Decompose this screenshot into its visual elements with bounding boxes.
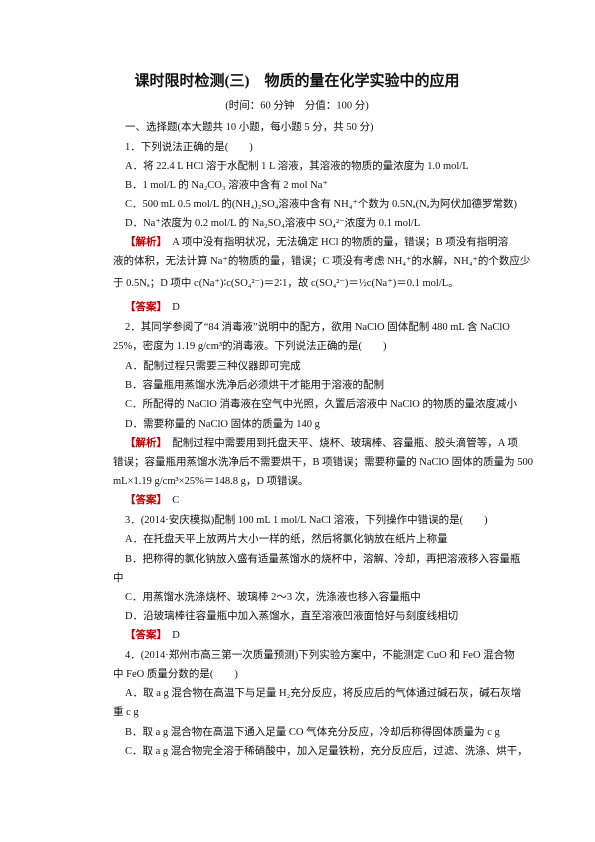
text-line: B．取 a g 混合物在高温下通入足量 CO 气体充分反应，冷却后称得固体质量为… <box>125 725 501 738</box>
line-text: 4．(2014·郑州市高三第一次质量预测)下列实验方案中，不能测定 CuO 和 … <box>125 648 515 661</box>
text-line: 【解析】 A 项中没有指明状况，无法确定 HCl 的物质的量，错误；B 项没有指… <box>125 235 509 248</box>
line-text: C <box>162 495 180 506</box>
text-line: mL×1.19 g/cm³×25%＝148.8 g，D 项错误。 <box>113 474 309 487</box>
line-text: A．配制过程只需要三种仪器即可完成 <box>125 359 301 372</box>
line-text: B．取 a g 混合物在高温下通入足量 CO 气体充分反应，冷却后称得固体质量为… <box>125 725 501 738</box>
line-text: D <box>162 630 180 641</box>
line-text: C．取 a g 混合物完全溶于稀硝酸中，加入足量铁粉，充分反应后，过滤、洗涤、烘… <box>125 744 528 757</box>
text-line: 于 0.5Nₐ；D 项中 c(Na⁺)∶c(SO₄²⁻)＝2∶1，故 c(SO₄… <box>113 276 459 289</box>
label: 【答案】 <box>125 628 162 641</box>
line-text: A．将 22.4 L HCl 溶于水配制 1 L 溶液，其溶液的物质的量浓度为 … <box>125 159 469 172</box>
text-line: A．取 a g 混合物在高温下与足量 H₂充分反应，将反应后的气体通过碱石灰，碱… <box>125 686 521 699</box>
text-line: B．把称得的氯化钠放入盛有适量蒸馏水的烧杯中，溶解、冷却，再把溶液移入容量瓶 <box>125 552 521 565</box>
line-text: A 项中没有指明状况，无法确定 HCl 的物质的量，错误；B 项没有指明溶 <box>162 235 509 248</box>
line-text: D <box>162 302 180 313</box>
label: 【解析】 <box>125 235 162 248</box>
text-line: 1．下列说法正确的是( ) <box>125 140 253 153</box>
line-text: A．在托盘天平上放两片大小一样的纸，然后将氯化钠放在纸片上称量 <box>125 532 448 545</box>
line-text: 错误；容量瓶用蒸馏水洗净后不需要烘干，B 项错误；需要称量的 NaClO 固体的… <box>113 455 533 468</box>
text-line: 中 FeO 质量分数的是( ) <box>113 667 238 680</box>
text-line: C．取 a g 混合物完全溶于稀硝酸中，加入足量铁粉，充分反应后，过滤、洗涤、烘… <box>125 744 528 757</box>
text-line: 2．其同学参阅了“84 消毒液”说明中的配方，欲用 NaClO 固体配制 480… <box>125 320 510 333</box>
text-line: 【答案】 D <box>125 300 180 313</box>
text-line: C．所配得的 NaClO 消毒液在空气中光照，久置后溶液中 NaClO 的物质的… <box>125 397 517 410</box>
line-text: B．容量瓶用蒸馏水洗净后必须烘干才能用于溶液的配制 <box>125 378 384 391</box>
text-line: D．Na⁺浓度为 0.2 mol/L 的 Na₂SO₄溶液中 SO₄²⁻浓度为 … <box>125 216 420 229</box>
line-text: 配制过程中需要用到托盘天平、烧杯、玻璃棒、容量瓶、胶头滴管等，A 项 <box>162 436 519 449</box>
label: 【答案】 <box>125 493 162 506</box>
text-line: 【答案】 D <box>125 628 180 641</box>
text-line: 中 <box>113 571 124 584</box>
title: 课时限时检测(三) 物质的量在化学实验中的应用 <box>135 71 460 89</box>
text-line: 25%，密度为 1.19 g/cm³的消毒液。下列说法正确的是( ) <box>113 339 387 352</box>
line-text: 液的体积，无法计算 Na⁺的物质的量，错误；C 项没有考虑 NH₄⁺的水解，NH… <box>113 254 530 267</box>
text-line: A．配制过程只需要三种仪器即可完成 <box>125 359 301 372</box>
text-line: D．需要称量的 NaClO 固体的质量为 140 g <box>125 417 321 430</box>
text-line: 液的体积，无法计算 Na⁺的物质的量，错误；C 项没有考虑 NH₄⁺的水解，NH… <box>113 254 530 267</box>
line-text: 2．其同学参阅了“84 消毒液”说明中的配方，欲用 NaClO 固体配制 480… <box>125 320 510 333</box>
text-line: 错误；容量瓶用蒸馏水洗净后不需要烘干，B 项错误；需要称量的 NaClO 固体的… <box>113 455 533 468</box>
line-text: C．用蒸馏水洗涤烧杯、玻璃棒 2～3 次，洗涤液也移入容量瓶中 <box>125 590 421 603</box>
line-text: 一、选择题(本大题共 10 小题，每小题 5 分，共 50 分) <box>125 120 374 133</box>
text-line: D．沿玻璃棒往容量瓶中加入蒸馏水，直至溶液凹液面恰好与刻度线相切 <box>125 609 458 622</box>
subtitle: (时间：60 分钟 分值：100 分) <box>225 98 369 111</box>
text-line: B．容量瓶用蒸馏水洗净后必须烘干才能用于溶液的配制 <box>125 378 384 391</box>
line-text: C．所配得的 NaClO 消毒液在空气中光照，久置后溶液中 NaClO 的物质的… <box>125 397 517 410</box>
text-line: 一、选择题(本大题共 10 小题，每小题 5 分，共 50 分) <box>125 120 374 133</box>
line-text: B．1 mol/L 的 Na₂CO₃ 溶液中含有 2 mol Na⁺ <box>125 178 328 191</box>
text-line: 【答案】 C <box>125 493 179 506</box>
line-text: D．沿玻璃棒往容量瓶中加入蒸馏水，直至溶液凹液面恰好与刻度线相切 <box>125 609 458 622</box>
text-line: C．500 mL 0.5 mol/L 的(NH₄)₂SO₄溶液中含有 NH₄⁺个… <box>125 197 518 210</box>
line-text: 中 <box>113 571 124 584</box>
line-text: mL×1.19 g/cm³×25%＝148.8 g，D 项错误。 <box>113 474 309 487</box>
text-line: C．用蒸馏水洗涤烧杯、玻璃棒 2～3 次，洗涤液也移入容量瓶中 <box>125 590 421 603</box>
line-text: 25%，密度为 1.19 g/cm³的消毒液。下列说法正确的是( ) <box>113 339 387 352</box>
line-text: 于 0.5Nₐ；D 项中 c(Na⁺)∶c(SO₄²⁻)＝2∶1，故 c(SO₄… <box>113 276 459 289</box>
text-line: 重 c g <box>113 705 139 718</box>
text-line: A．在托盘天平上放两片大小一样的纸，然后将氯化钠放在纸片上称量 <box>125 532 448 545</box>
line-text: B．把称得的氯化钠放入盛有适量蒸馏水的烧杯中，溶解、冷却，再把溶液移入容量瓶 <box>125 552 521 565</box>
line-text: 3．(2014·安庆模拟)配制 100 mL 1 mol/L NaCl 溶液，下… <box>125 513 488 526</box>
line-text: A．取 a g 混合物在高温下与足量 H₂充分反应，将反应后的气体通过碱石灰，碱… <box>125 686 521 699</box>
line-text: 1．下列说法正确的是( ) <box>125 140 253 153</box>
line-text: C．500 mL 0.5 mol/L 的(NH₄)₂SO₄溶液中含有 NH₄⁺个… <box>125 197 518 210</box>
line-text: D．需要称量的 NaClO 固体的质量为 140 g <box>125 417 321 430</box>
label: 【解析】 <box>125 436 162 449</box>
text-line: 3．(2014·安庆模拟)配制 100 mL 1 mol/L NaCl 溶液，下… <box>125 513 488 526</box>
line-text: 重 c g <box>113 705 139 718</box>
text-line: 4．(2014·郑州市高三第一次质量预测)下列实验方案中，不能测定 CuO 和 … <box>125 648 515 661</box>
text-line: B．1 mol/L 的 Na₂CO₃ 溶液中含有 2 mol Na⁺ <box>125 178 328 191</box>
label: 【答案】 <box>125 300 162 313</box>
text-line: A．将 22.4 L HCl 溶于水配制 1 L 溶液，其溶液的物质的量浓度为 … <box>125 159 469 172</box>
line-text: D．Na⁺浓度为 0.2 mol/L 的 Na₂SO₄溶液中 SO₄²⁻浓度为 … <box>125 216 420 229</box>
line-text: 中 FeO 质量分数的是( ) <box>113 667 238 680</box>
text-line: 【解析】 配制过程中需要用到托盘天平、烧杯、玻璃棒、容量瓶、胶头滴管等，A 项 <box>125 436 518 449</box>
